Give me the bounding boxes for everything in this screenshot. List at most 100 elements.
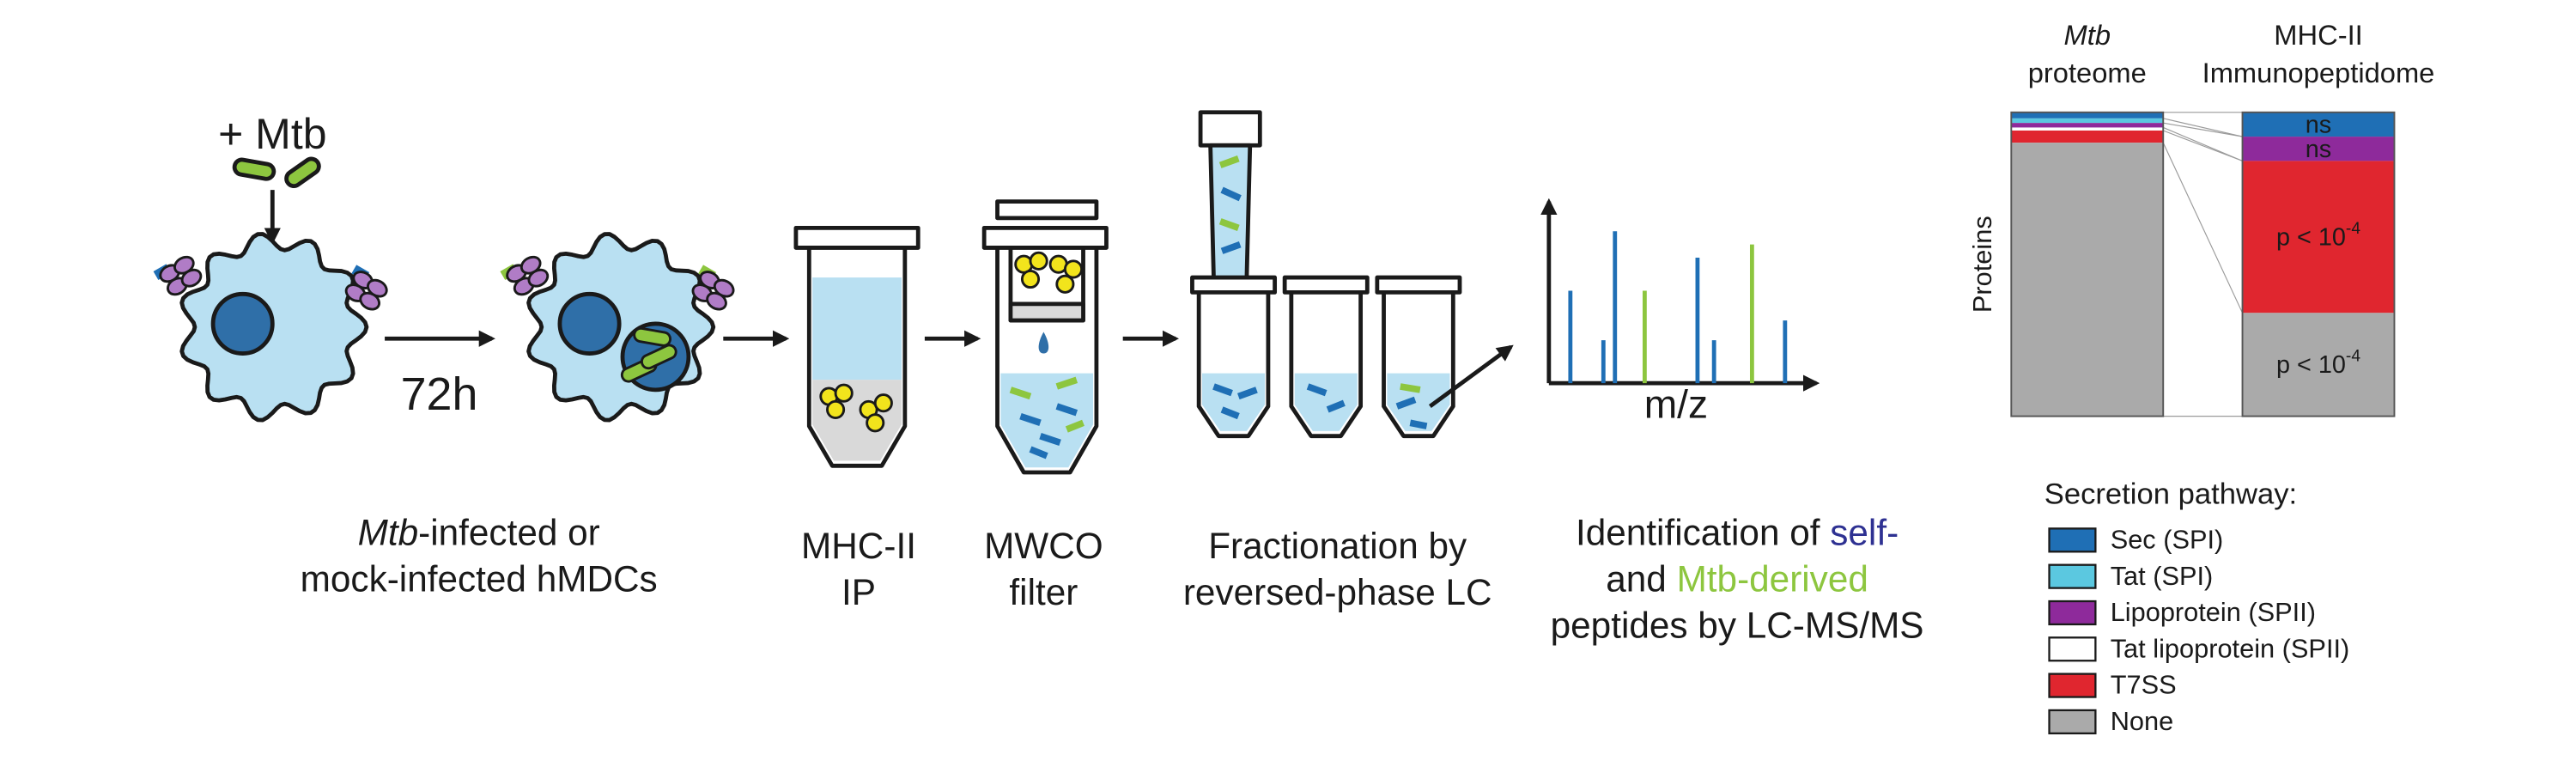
beads — [819, 383, 893, 433]
bar-segment — [2011, 123, 2164, 128]
legend-label: Sec (SPI) — [2111, 524, 2224, 554]
y-axis-label: Proteins — [1967, 216, 1997, 313]
significance-label: ns — [2306, 136, 2331, 163]
legend-swatch — [2048, 527, 2097, 553]
legend-swatch — [2048, 709, 2097, 734]
legend-label: None — [2111, 706, 2174, 736]
bar-segment — [2242, 313, 2395, 417]
bar-segment — [2011, 131, 2164, 143]
legend-label: T7SS — [2111, 670, 2177, 700]
legend-label: Tat (SPI) — [2111, 561, 2214, 591]
peptides — [1009, 376, 1084, 460]
connector — [2162, 142, 2244, 313]
column-label: Immunopeptidome — [2202, 57, 2435, 88]
bar-segment — [2242, 161, 2395, 313]
step-caption: MHC-II — [801, 526, 916, 566]
significance-text: p < 10 — [2276, 223, 2346, 251]
bar-segment — [2242, 137, 2395, 161]
step-caption: filter — [1009, 572, 1078, 612]
beads — [1014, 251, 1084, 294]
chart: Mtb proteome MHC-II Immunopeptidome Proteins… — [1967, 19, 2434, 736]
bacterium — [633, 326, 672, 347]
caption-part: Fractionation by — [1208, 526, 1467, 566]
caption-part: reversed-phase LC — [1183, 572, 1492, 612]
spectrum-axis-label: m/z — [1644, 382, 1708, 427]
bar-segment — [2011, 118, 2164, 124]
step-caption: reversed-phase LC — [1183, 572, 1492, 612]
legend-swatch — [2048, 563, 2097, 589]
time-label: 72h — [401, 368, 478, 420]
step-caption: mock-infected hMDCs — [301, 558, 658, 599]
mhc-receptor — [691, 265, 735, 311]
mhc-receptor — [500, 255, 550, 296]
legend-swatch — [2048, 636, 2097, 662]
caption-part: Mtb-derived — [1677, 558, 1868, 599]
bar-segment — [2242, 112, 2395, 137]
bar-segment — [2011, 112, 2164, 119]
caption-part: and — [1606, 558, 1676, 599]
caption-part: peptides by LC-MS/MS — [1551, 605, 1924, 645]
caption-part: mock-infected hMDCs — [301, 558, 658, 599]
mhc-receptor — [153, 255, 203, 296]
connector — [2163, 118, 2243, 137]
peptides — [1212, 383, 1428, 429]
spectrum-peaks — [1568, 231, 1788, 384]
mhc-subunit — [527, 268, 550, 288]
legend-label: Tat lipoprotein (SPII) — [2111, 633, 2350, 663]
mhc-subunit — [359, 291, 381, 311]
bacterium — [640, 344, 677, 370]
significance-label: p < 10-4 — [2276, 348, 2360, 379]
drop — [1038, 332, 1049, 354]
mhc-subunit — [706, 291, 727, 311]
caption-part: IP — [841, 572, 876, 612]
caption-part: Mtb — [358, 513, 419, 553]
caption-part: -infected or — [418, 513, 600, 553]
step-caption: IP — [841, 572, 876, 612]
arrow — [1428, 344, 1514, 409]
caption-part: MWCO — [984, 526, 1103, 566]
nucleus — [210, 291, 275, 356]
bar-outline — [2241, 111, 2396, 417]
legend-title: Secretion pathway: — [2044, 478, 2297, 511]
connector — [2163, 122, 2243, 137]
membrane — [1008, 301, 1085, 323]
caption-part: filter — [1009, 572, 1078, 612]
bacterium — [284, 156, 321, 189]
liquid — [812, 277, 902, 380]
step-caption: Fractionation by — [1208, 526, 1467, 566]
workflow-art: + Mtb 72h — [153, 110, 1924, 645]
legend-label: Lipoprotein (SPII) — [2111, 597, 2316, 627]
column-top — [1198, 110, 1262, 148]
legend-swatch — [2048, 600, 2097, 626]
caption-part: Identification of — [1576, 513, 1830, 553]
significance-exponent: -4 — [2346, 220, 2360, 238]
nucleus — [557, 291, 622, 356]
mhc-receptor — [344, 265, 388, 311]
step-caption: Mtb-infected or — [358, 513, 600, 553]
significance-text: p < 10 — [2276, 351, 2346, 379]
legend-swatch — [2048, 673, 2097, 698]
mhc-subunit — [180, 268, 203, 288]
bacterium — [232, 157, 276, 181]
column-label: proteome — [2028, 57, 2147, 88]
infection-label: + Mtb — [218, 110, 326, 158]
column-label: MHC-II — [2274, 19, 2362, 51]
significance-exponent: -4 — [2346, 348, 2360, 366]
significance-label: ns — [2306, 112, 2331, 139]
tube-cap — [981, 225, 1109, 250]
filter-top — [995, 199, 1099, 221]
tube-cap — [793, 225, 920, 250]
connector — [2163, 130, 2243, 161]
step-caption: and Mtb-derived — [1606, 558, 1868, 599]
bar-segment — [2011, 143, 2164, 417]
step-caption: MWCO — [984, 526, 1103, 566]
caption-part: self- — [1830, 513, 1899, 553]
bar-segment — [2011, 127, 2164, 131]
significance-label: p < 10-4 — [2276, 220, 2360, 251]
bar-outline — [2010, 111, 2165, 417]
caption-part: MHC-II — [801, 526, 916, 566]
peptides — [1218, 155, 1242, 254]
step-caption: peptides by LC-MS/MS — [1551, 605, 1924, 645]
